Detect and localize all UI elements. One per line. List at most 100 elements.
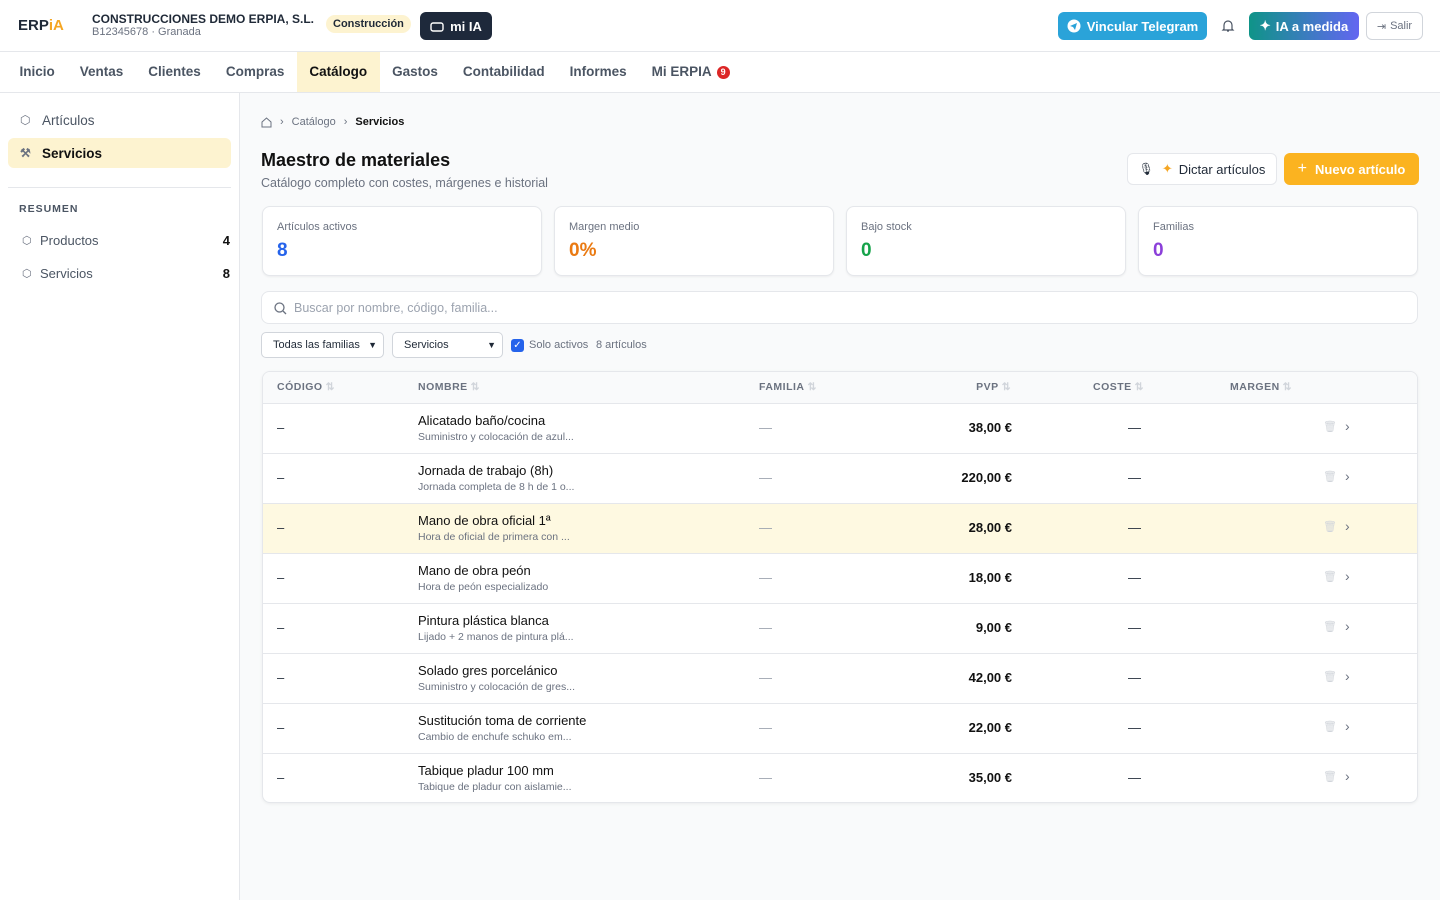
code: – — [277, 620, 285, 635]
cost: — — [1128, 520, 1141, 535]
breadcrumb-link[interactable]: Catálogo — [291, 116, 336, 128]
table-row[interactable]: – Mano de obra peón Hora de peón especiali… — [263, 553, 1417, 603]
item-desc: Cambio de enchufe schuko em... — [418, 731, 572, 743]
sep: › — [280, 116, 284, 128]
new-button[interactable]: + Nuevo artículo — [1284, 153, 1419, 185]
code: – — [277, 420, 285, 435]
nav-item[interactable]: Inicio — [7, 52, 67, 92]
open-icon[interactable]: › — [1345, 518, 1350, 534]
delete-icon[interactable]: 🗑 — [1323, 771, 1337, 783]
nav-item[interactable]: Gastos — [380, 52, 451, 92]
nav-label: Mi ERPIA — [651, 64, 712, 79]
delete-icon[interactable]: 🗑 — [1323, 721, 1337, 733]
nav-item[interactable]: Clientes — [136, 52, 214, 92]
logo[interactable]: ERPiA — [18, 17, 64, 34]
family: — — [759, 770, 772, 785]
summary-item[interactable]: ⬡ Servicios 8 — [14, 258, 230, 288]
sector-badge: Construcción — [326, 15, 411, 33]
active-label[interactable]: Solo activos — [529, 339, 589, 351]
nav-item[interactable]: Mi ERPIA 9 — [639, 52, 742, 92]
delete-icon[interactable]: 🗑 — [1323, 421, 1337, 433]
sidebar-item[interactable]: ⬡ Artículos — [8, 105, 231, 135]
table-row[interactable]: – Tabique pladur 100 mm Tabique de pladur … — [263, 753, 1417, 802]
cost: — — [1128, 770, 1141, 785]
column-header[interactable]: CÓDIGO ⇅ — [277, 381, 335, 393]
ia-medida-label: IA a medida — [1275, 18, 1349, 34]
bell-icon[interactable] — [1220, 18, 1236, 34]
dictate-button[interactable]: 🎙 ✦ Dictar artículos — [1127, 153, 1277, 185]
company-name: CONSTRUCCIONES DEMO ERPIA, S.L. — [92, 12, 315, 26]
table-row[interactable]: – Solado gres porcelánico Suministro y col… — [263, 653, 1417, 703]
column-header[interactable]: PVP ⇅ — [976, 381, 1011, 393]
nav-badge: 9 — [716, 65, 730, 79]
table-row[interactable]: – Pintura plástica blanca Lijado + 2 manos… — [263, 603, 1417, 653]
open-icon[interactable]: › — [1345, 718, 1350, 734]
column-header[interactable]: FAMILIA ⇅ — [759, 381, 817, 393]
open-icon[interactable]: › — [1345, 418, 1350, 434]
delete-icon[interactable]: 🗑 — [1323, 621, 1337, 633]
mic-icon: 🎙 — [1138, 162, 1154, 176]
price: 22,00 € — [968, 720, 1012, 735]
type-select[interactable]: Servicios ▼ — [392, 332, 503, 358]
nav-item[interactable]: Catálogo — [296, 52, 380, 92]
ia-medida-button[interactable]: ✦ IA a medida — [1249, 12, 1359, 40]
stat-value: 8 — [277, 240, 288, 261]
table-row[interactable]: – Sustitución toma de corriente Cambio de … — [263, 703, 1417, 753]
cost: — — [1128, 620, 1141, 635]
sidebar-label: Artículos — [42, 112, 95, 128]
search-placeholder: Buscar por nombre, código, familia... — [294, 301, 498, 315]
home-icon[interactable] — [261, 116, 272, 128]
code: – — [277, 470, 285, 485]
cost: — — [1128, 420, 1141, 435]
stat-card: Familias 0 — [1138, 206, 1418, 276]
nav-item[interactable]: Contabilidad — [450, 52, 557, 92]
open-icon[interactable]: › — [1345, 768, 1350, 784]
mi-ia-label: mi IA — [450, 18, 482, 34]
new-label: Nuevo artículo — [1315, 161, 1406, 177]
delete-icon[interactable]: 🗑 — [1323, 671, 1337, 683]
open-icon[interactable]: › — [1345, 668, 1350, 684]
stat-value: 0 — [861, 240, 872, 261]
sidebar-item[interactable]: ⚒ Servicios — [8, 138, 231, 168]
section-title: RESUMEN — [19, 203, 79, 215]
delete-icon[interactable]: 🗑 — [1323, 521, 1337, 533]
item-desc: Jornada completa de 8 h de 1 o... — [418, 481, 575, 493]
item-name: Jornada de trabajo (8h) — [418, 463, 554, 478]
mi-ia-button[interactable]: mi IA — [420, 12, 492, 40]
column-header[interactable]: NOMBRE ⇅ — [418, 381, 480, 393]
stat-label: Bajo stock — [861, 221, 912, 233]
stat-card: Bajo stock 0 — [846, 206, 1126, 276]
family-select[interactable]: Todas las familias ▼ — [261, 332, 384, 358]
item-name: Tabique pladur 100 mm — [418, 763, 554, 778]
open-icon[interactable]: › — [1345, 468, 1350, 484]
price: 28,00 € — [968, 520, 1012, 535]
family: — — [759, 620, 772, 635]
table-row[interactable]: – Jornada de trabajo (8h) Jornada completa… — [263, 453, 1417, 503]
logout-button[interactable]: ⇥ Salir — [1366, 12, 1423, 40]
table-row[interactable]: – Alicatado baño/cocina Suministro y coloc… — [263, 403, 1417, 453]
active-checkbox[interactable]: ✓ — [511, 339, 524, 352]
sort-icon: ⇅ — [807, 381, 817, 393]
summary-item[interactable]: ⬡ Productos 4 — [14, 225, 230, 255]
column-label: FAMILIA — [759, 381, 805, 393]
open-icon[interactable]: › — [1345, 568, 1350, 584]
column-header[interactable]: MARGEN ⇅ — [1230, 381, 1292, 393]
column-header[interactable]: COSTE ⇅ — [1093, 381, 1144, 393]
telegram-button[interactable]: Vincular Telegram — [1058, 12, 1207, 40]
stat-value: 0% — [569, 240, 597, 261]
stat-label: Margen medio — [569, 221, 640, 233]
item-name: Mano de obra peón — [418, 563, 531, 578]
nav-item[interactable]: Compras — [213, 52, 297, 92]
table-row[interactable]: – Mano de obra oficial 1ª Hora de oficial … — [263, 503, 1417, 553]
nav-item[interactable]: Ventas — [67, 52, 136, 92]
open-icon[interactable]: › — [1345, 618, 1350, 634]
sort-icon: ⇅ — [1134, 381, 1144, 393]
delete-icon[interactable]: 🗑 — [1323, 571, 1337, 583]
nav-item[interactable]: Informes — [557, 52, 639, 92]
item-desc: Suministro y colocación de azul... — [418, 431, 574, 443]
search-box[interactable]: Buscar por nombre, código, familia... — [261, 291, 1418, 324]
logo-accent: iA — [48, 17, 64, 34]
company-subtitle: B12345678 · Granada — [92, 26, 201, 38]
delete-icon[interactable]: 🗑 — [1323, 471, 1337, 483]
